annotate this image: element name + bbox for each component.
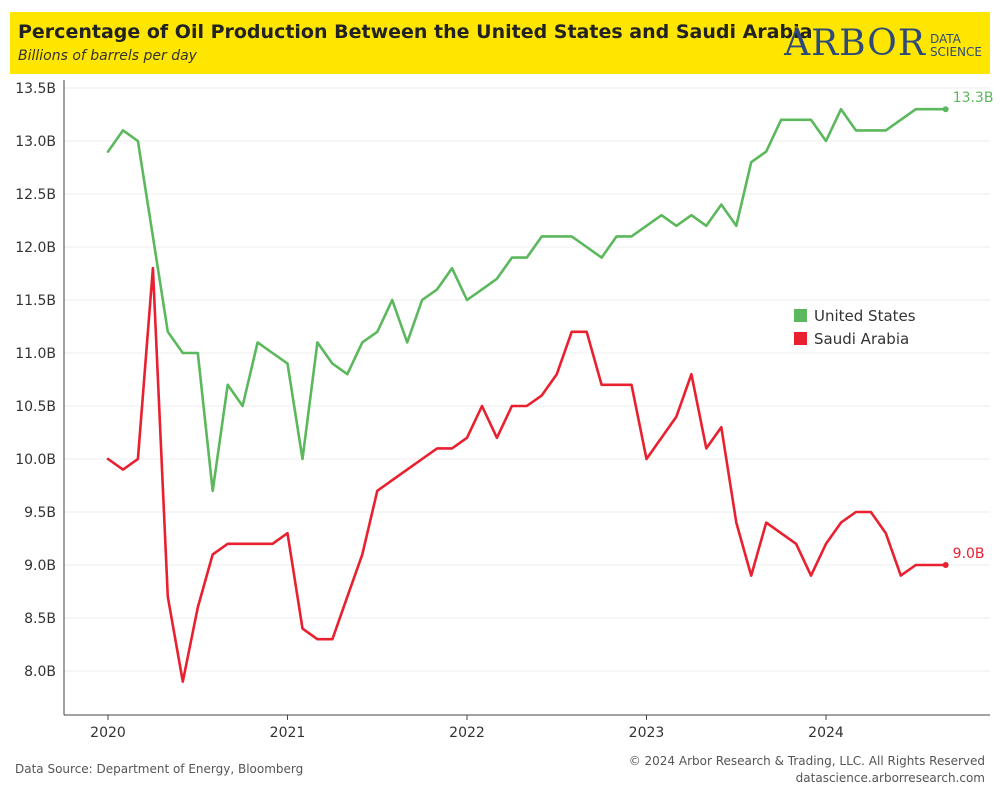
arbor-logo: ARBOR DATA SCIENCE [784,22,982,66]
y-axis-ticks: 8.0B 8.5B 9.0B 9.5B 10.0B 10.5B 11.0B 11.5B 12.0… [15,81,56,680]
chart-subtitle: Billions of barrels per day [18,48,197,64]
y-tick-label: 8.5B [24,611,56,627]
website-link[interactable]: datascience.arborresearch.com [795,771,985,785]
y-tick-label: 10.5B [15,399,56,415]
logo-line-data: DATA [929,32,961,46]
logo-subtext: DATA SCIENCE [930,33,982,59]
series-line-saudi-arabia [106,266,948,683]
series-end-label-united-states: 13.3B [953,90,994,106]
y-tick-label: 9.5B [24,505,56,521]
legend-swatch [794,309,807,322]
x-tick-label: 2024 [808,725,844,741]
y-tick-label: 9.0B [24,558,56,574]
legend-label: Saudi Arabia [814,330,909,348]
x-tick-label: 2020 [90,725,126,741]
copyright: © 2024 Arbor Research & Trading, LLC. Al… [628,754,985,768]
legend-label: United States [814,307,916,325]
y-tick-label: 13.5B [15,81,56,97]
y-tick-label: 13.0B [15,134,56,150]
x-axis-ticks: 2020 2021 2022 2023 2024 [90,715,844,741]
grid-lines [64,87,990,672]
legend-swatch [794,332,807,345]
y-tick-label: 10.0B [15,452,56,468]
data-source: Data Source: Department of Energy, Bloom… [15,762,304,776]
y-tick-label: 8.0B [24,664,56,680]
chart-title: Percentage of Oil Production Between the… [18,21,813,43]
logo-wordmark: ARBOR [784,23,926,64]
series-united-states: 13.3B [106,90,994,493]
series-end-point-saudi-arabia [942,562,949,568]
y-tick-label: 12.0B [15,240,56,256]
series-end-label-saudi-arabia: 9.0B [953,546,985,562]
legend-item-saudi-arabia: Saudi Arabia [794,330,909,348]
footer-credits: © 2024 Arbor Research & Trading, LLC. Al… [629,753,985,787]
series-group: 13.3B 9.0B [106,90,994,683]
series-saudi-arabia: 9.0B [106,266,985,683]
y-tick-label: 11.5B [15,293,56,309]
y-tick-label: 12.5B [15,187,56,203]
logo-line-science: SCIENCE [929,45,982,59]
x-tick-label: 2023 [629,725,665,741]
series-end-point-united-states [942,106,949,113]
chart-header: Percentage of Oil Production Between the… [10,12,990,74]
y-tick-label: 11.0B [15,346,56,362]
legend: United States Saudi Arabia [794,307,916,348]
legend-item-united-states: United States [794,307,916,325]
x-tick-label: 2021 [270,725,306,741]
series-line-united-states [106,107,948,493]
x-tick-label: 2022 [449,725,485,741]
